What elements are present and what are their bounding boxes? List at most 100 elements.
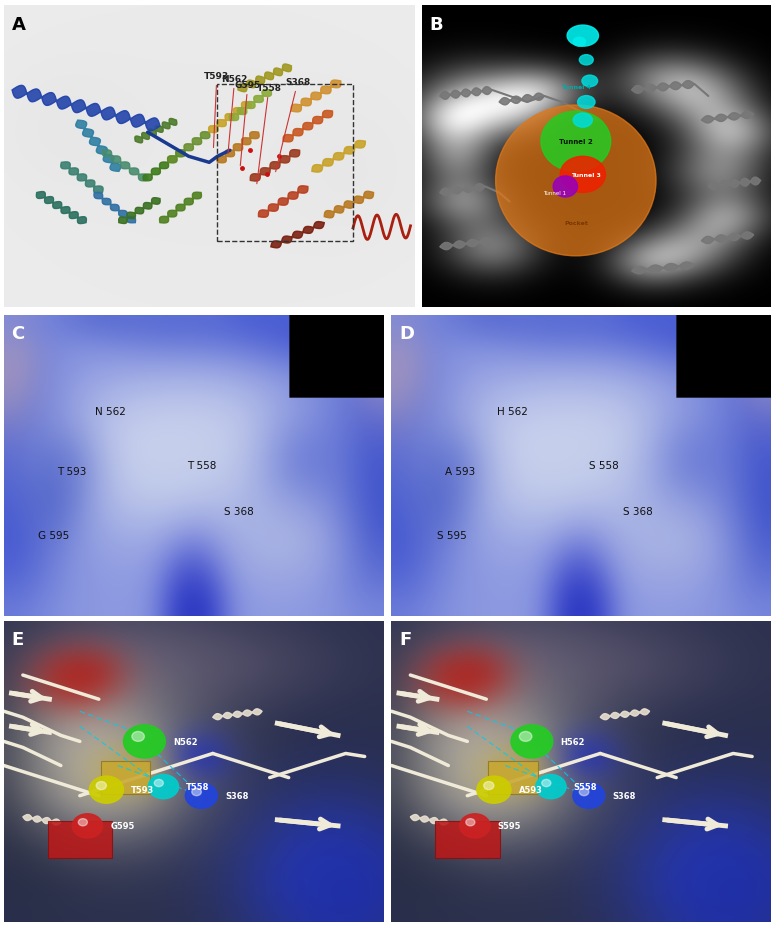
Ellipse shape <box>567 26 598 47</box>
Text: C: C <box>12 324 25 342</box>
Text: A593: A593 <box>518 785 542 794</box>
Text: Tunnel 3: Tunnel 3 <box>571 172 601 178</box>
Text: Pocket: Pocket <box>564 221 587 226</box>
Circle shape <box>466 819 475 826</box>
Text: Tunnel 2: Tunnel 2 <box>559 139 593 145</box>
Ellipse shape <box>560 157 605 193</box>
Polygon shape <box>12 86 160 132</box>
Text: N562: N562 <box>173 737 198 746</box>
Polygon shape <box>160 193 202 223</box>
Polygon shape <box>283 111 332 143</box>
Polygon shape <box>76 121 121 172</box>
Text: T 558: T 558 <box>187 461 216 471</box>
Ellipse shape <box>496 106 656 257</box>
Circle shape <box>484 781 494 790</box>
Ellipse shape <box>580 56 594 66</box>
Text: T558: T558 <box>186 782 209 792</box>
FancyBboxPatch shape <box>488 761 538 794</box>
Polygon shape <box>212 709 262 720</box>
Ellipse shape <box>577 96 595 109</box>
Text: S368: S368 <box>225 792 248 800</box>
Polygon shape <box>60 163 103 194</box>
Circle shape <box>132 731 144 742</box>
Polygon shape <box>36 192 86 224</box>
Polygon shape <box>135 120 177 144</box>
Ellipse shape <box>553 177 577 197</box>
Text: D: D <box>399 324 414 342</box>
Text: Tunnel 1: Tunnel 1 <box>543 191 567 196</box>
Circle shape <box>536 775 566 799</box>
Polygon shape <box>440 87 492 100</box>
Ellipse shape <box>541 112 611 172</box>
FancyBboxPatch shape <box>101 761 150 794</box>
Circle shape <box>511 725 553 758</box>
Polygon shape <box>229 91 271 121</box>
Text: T593: T593 <box>205 71 229 148</box>
Text: Tunnel 4: Tunnel 4 <box>561 85 591 90</box>
Circle shape <box>519 731 532 742</box>
Text: S368: S368 <box>276 78 311 172</box>
Text: T 593: T 593 <box>57 467 87 476</box>
Text: S558: S558 <box>574 782 598 792</box>
Text: N562: N562 <box>222 75 248 155</box>
Polygon shape <box>312 141 365 173</box>
Ellipse shape <box>582 76 598 87</box>
Polygon shape <box>259 186 308 218</box>
Polygon shape <box>440 238 492 250</box>
Text: S595: S595 <box>498 821 522 831</box>
Polygon shape <box>291 81 341 113</box>
Text: G 595: G 595 <box>38 530 69 540</box>
Polygon shape <box>701 233 754 245</box>
Circle shape <box>148 775 178 799</box>
Polygon shape <box>324 192 374 219</box>
Text: H 562: H 562 <box>498 407 529 416</box>
FancyBboxPatch shape <box>47 821 112 857</box>
Polygon shape <box>440 184 485 197</box>
Text: S 368: S 368 <box>623 506 653 516</box>
Circle shape <box>460 814 490 838</box>
Polygon shape <box>250 150 300 182</box>
Text: S 558: S 558 <box>589 461 619 471</box>
Text: T593: T593 <box>131 785 154 794</box>
Text: A 593: A 593 <box>445 467 475 476</box>
Text: G595: G595 <box>110 821 135 831</box>
Text: N 562: N 562 <box>95 407 126 416</box>
Polygon shape <box>102 151 148 182</box>
Text: G595: G595 <box>235 81 261 167</box>
Polygon shape <box>600 709 649 720</box>
Polygon shape <box>208 103 251 133</box>
Polygon shape <box>411 815 448 825</box>
Polygon shape <box>708 178 761 191</box>
Polygon shape <box>143 151 185 182</box>
Circle shape <box>89 776 123 804</box>
Circle shape <box>579 788 589 795</box>
Polygon shape <box>499 94 545 106</box>
Polygon shape <box>167 133 210 163</box>
Polygon shape <box>238 65 291 93</box>
Text: E: E <box>12 630 24 648</box>
Circle shape <box>154 780 164 787</box>
Text: T558: T558 <box>257 83 281 184</box>
Polygon shape <box>632 82 694 95</box>
Text: S 595: S 595 <box>437 530 467 540</box>
Text: S368: S368 <box>612 792 635 800</box>
Circle shape <box>477 776 511 804</box>
Text: H562: H562 <box>560 737 585 746</box>
Circle shape <box>123 725 165 758</box>
Text: A: A <box>12 16 26 33</box>
Polygon shape <box>632 262 694 274</box>
Polygon shape <box>94 193 136 223</box>
Circle shape <box>542 780 551 787</box>
Bar <box>218 84 353 241</box>
Text: B: B <box>429 16 443 33</box>
FancyBboxPatch shape <box>435 821 500 857</box>
Circle shape <box>96 781 106 790</box>
Ellipse shape <box>574 114 592 128</box>
Ellipse shape <box>574 38 585 47</box>
Polygon shape <box>119 198 160 224</box>
Text: F: F <box>399 630 412 648</box>
Polygon shape <box>23 815 60 825</box>
Circle shape <box>573 783 604 808</box>
Circle shape <box>72 814 102 838</box>
Text: S 368: S 368 <box>225 506 254 516</box>
